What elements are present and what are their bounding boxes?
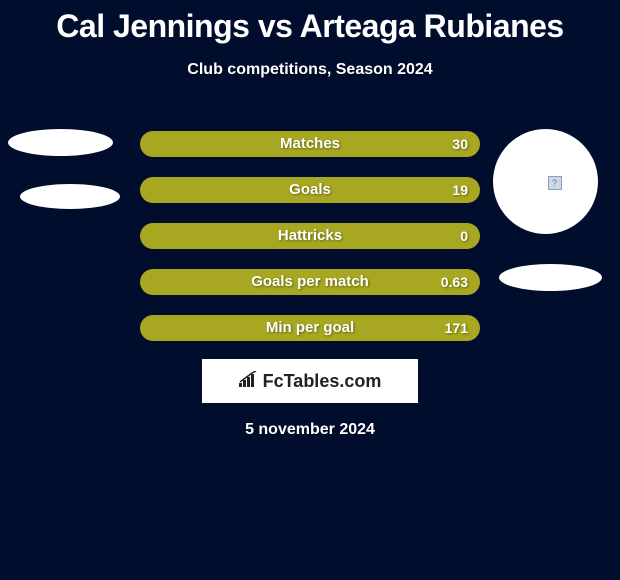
player-right-ellipse bbox=[499, 264, 602, 291]
stat-label: Goals per match bbox=[140, 269, 480, 295]
player-left-ellipse-1 bbox=[8, 129, 113, 156]
stat-row: Matches 30 bbox=[140, 131, 480, 157]
page-title: Cal Jennings vs Arteaga Rubianes bbox=[0, 0, 620, 45]
stat-label: Min per goal bbox=[140, 315, 480, 341]
stat-label: Goals bbox=[140, 177, 480, 203]
image-placeholder-icon: ? bbox=[548, 176, 562, 190]
stats-area: ? Matches 30 Goals 19 Hattricks 0 Goals … bbox=[0, 119, 620, 339]
subtitle: Club competitions, Season 2024 bbox=[0, 61, 620, 79]
stat-value: 19 bbox=[452, 177, 468, 203]
stat-value: 0.63 bbox=[441, 269, 468, 295]
stat-value: 171 bbox=[445, 315, 468, 341]
fctables-logo: FcTables.com bbox=[202, 359, 418, 403]
stat-row: Hattricks 0 bbox=[140, 223, 480, 249]
stat-value: 30 bbox=[452, 131, 468, 157]
stat-row: Min per goal 171 bbox=[140, 315, 480, 341]
stat-row: Goals 19 bbox=[140, 177, 480, 203]
stat-value: 0 bbox=[460, 223, 468, 249]
player-left-ellipse-2 bbox=[20, 184, 120, 209]
stat-row: Goals per match 0.63 bbox=[140, 269, 480, 295]
date-text: 5 november 2024 bbox=[0, 421, 620, 439]
stat-label: Hattricks bbox=[140, 223, 480, 249]
logo-text: FcTables.com bbox=[263, 371, 382, 392]
player-right-circle: ? bbox=[493, 129, 598, 234]
stat-label: Matches bbox=[140, 131, 480, 157]
stat-bars: Matches 30 Goals 19 Hattricks 0 Goals pe… bbox=[140, 131, 480, 361]
chart-icon bbox=[239, 371, 259, 392]
